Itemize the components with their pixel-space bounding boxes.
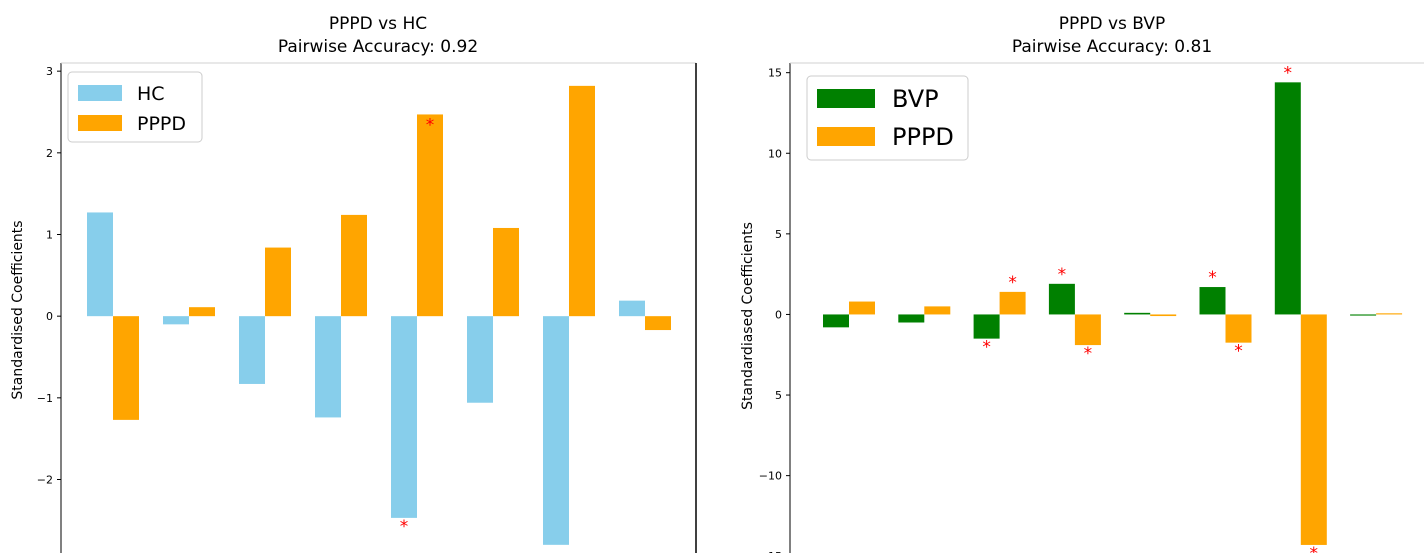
chart-right-plot-area: 15 10 5 0 5 −10 −15 * * * * * * * * [759, 62, 1424, 553]
left-bar-hc-0 [87, 212, 113, 317]
right-significance-marker: * [1058, 265, 1067, 285]
legend-label-hc: HC [137, 83, 165, 105]
right-significance-marker: * [1208, 268, 1217, 288]
left-bar-pppd-2 [265, 247, 291, 317]
left-bar-pppd-0 [113, 316, 139, 420]
left-bar-hc-1 [163, 316, 189, 325]
right-bar-pppd-0 [849, 301, 875, 315]
chart-left-title: PPPD vs HC [329, 14, 427, 34]
legend-label-pppd-right: PPPD [892, 123, 954, 151]
chart-left: PPPD vs HC Pairwise Accuracy: 0.92 Stand… [10, 14, 697, 553]
right-ytick-label: 0 [775, 308, 782, 321]
right-ytick-label: 15 [768, 67, 782, 80]
right-bar-pppd-3 [1074, 314, 1101, 346]
left-significance-marker: * [426, 115, 435, 135]
right-bar-pppd-4 [1150, 314, 1177, 317]
right-bar-bvp-3 [1048, 283, 1075, 315]
right-bar-bvp-2 [973, 314, 1000, 339]
right-bar-pppd-5 [1225, 314, 1252, 343]
right-bar-pppd-1 [924, 306, 951, 315]
chart-right: PPPD vs BVP Pairwise Accuracy: 0.81 Stan… [740, 14, 1424, 553]
left-bar-hc-2 [239, 316, 265, 384]
left-bar-hc-6 [543, 316, 569, 545]
chart-left-legend: HC PPPD [67, 71, 203, 143]
chart-right-subtitle: Pairwise Accuracy: 0.81 [1012, 37, 1212, 57]
right-significance-marker: * [1234, 342, 1243, 362]
right-bar-bvp-7 [1350, 314, 1377, 316]
right-significance-marker: * [1008, 273, 1017, 293]
right-ytick-label: 5 [775, 389, 782, 402]
chart-left-plot-area: 3 2 1 0 −1 −2 * * [37, 62, 697, 553]
left-bar-hc-4 [391, 316, 417, 518]
right-bar-bvp-0 [823, 314, 849, 328]
right-significance-marker: * [1310, 544, 1319, 553]
right-bar-pppd-6 [1300, 314, 1327, 545]
right-bar-pppd-7 [1376, 313, 1403, 315]
left-bar-pppd-6 [569, 85, 595, 317]
left-bar-hc-3 [315, 316, 341, 418]
left-ytick-label: 1 [46, 229, 53, 242]
left-ytick-label: 0 [46, 310, 53, 323]
legend-swatch-hc [78, 85, 122, 101]
left-bar-pppd-5 [493, 227, 519, 317]
left-ytick-label: −1 [37, 392, 53, 405]
left-bar-pppd-7 [645, 316, 671, 331]
chart-right-ylabel: Standardiased Coefficients [740, 222, 756, 410]
chart-left-ylabel: Standardised Coefficients [10, 220, 26, 399]
legend-label-pppd: PPPD [137, 113, 186, 135]
chart-right-legend: BVP PPPD [806, 75, 969, 161]
left-ytick-label: 3 [46, 65, 53, 78]
right-ytick-label: −10 [759, 470, 782, 483]
left-bar-pppd-4 [417, 114, 443, 317]
right-significance-marker: * [982, 338, 991, 358]
right-significance-marker: * [1084, 344, 1093, 364]
right-bar-bvp-1 [898, 314, 925, 323]
legend-label-bvp: BVP [892, 85, 939, 113]
chart-right-title: PPPD vs BVP [1059, 14, 1166, 34]
left-bar-pppd-3 [341, 214, 367, 317]
right-bar-bvp-6 [1274, 82, 1301, 315]
right-ytick-label: −15 [759, 550, 782, 553]
right-bar-pppd-2 [999, 291, 1026, 315]
right-ytick-label: 10 [768, 147, 782, 160]
left-bar-pppd-1 [189, 307, 215, 317]
legend-swatch-pppd-right [817, 127, 875, 146]
left-ytick-label: −2 [37, 474, 53, 487]
left-significance-marker: * [400, 517, 409, 537]
legend-swatch-pppd [78, 115, 122, 131]
legend-swatch-bvp [817, 89, 875, 108]
left-ytick-label: 2 [46, 147, 53, 160]
right-bar-bvp-5 [1199, 287, 1226, 315]
left-bar-hc-7 [619, 300, 645, 317]
right-significance-marker: * [1284, 63, 1293, 83]
right-bar-bvp-4 [1124, 312, 1151, 315]
left-bar-hc-5 [467, 316, 493, 403]
right-ytick-label: 5 [775, 228, 782, 241]
chart-left-subtitle: Pairwise Accuracy: 0.92 [278, 37, 478, 57]
